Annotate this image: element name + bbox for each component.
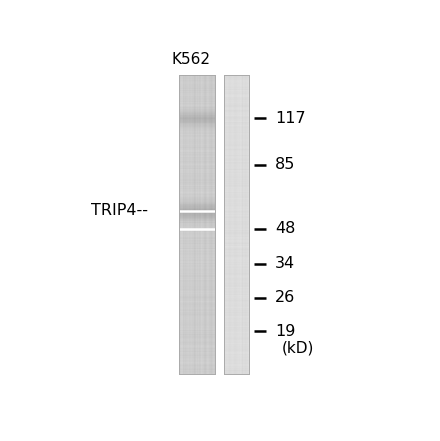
Text: 85: 85 bbox=[275, 157, 295, 172]
Text: 117: 117 bbox=[275, 111, 305, 126]
Text: 34: 34 bbox=[275, 256, 295, 271]
Text: (kD): (kD) bbox=[282, 341, 314, 356]
Text: K562: K562 bbox=[172, 52, 211, 67]
Text: 19: 19 bbox=[275, 324, 295, 339]
Text: TRIP4--: TRIP4-- bbox=[91, 203, 148, 218]
Text: 26: 26 bbox=[275, 290, 295, 305]
Text: 48: 48 bbox=[275, 221, 295, 236]
